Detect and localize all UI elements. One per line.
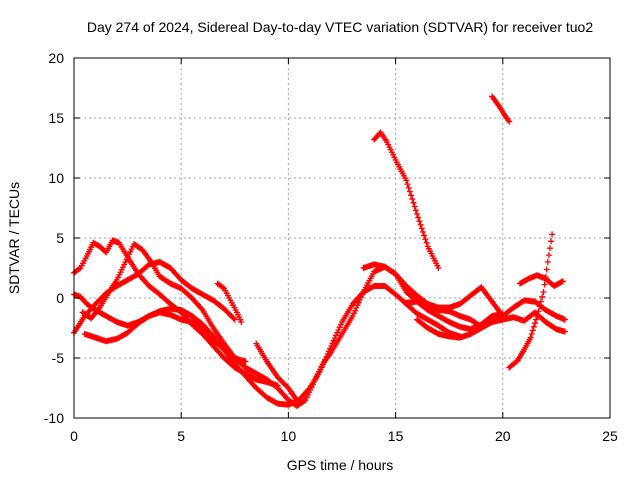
data-point bbox=[219, 284, 226, 291]
y-tick-label: 5 bbox=[56, 230, 64, 246]
data-point bbox=[76, 265, 83, 272]
data-point bbox=[296, 400, 303, 407]
data-point bbox=[411, 203, 418, 210]
data-point bbox=[534, 313, 541, 319]
data-point bbox=[536, 303, 543, 310]
data-point bbox=[412, 207, 419, 214]
data-point bbox=[537, 298, 544, 305]
series-arc-8 bbox=[371, 129, 442, 271]
data-point bbox=[409, 196, 416, 203]
series-arc-5 bbox=[81, 305, 249, 365]
data-point bbox=[354, 302, 361, 309]
data-point bbox=[353, 305, 360, 311]
series-arc-7 bbox=[253, 340, 303, 407]
data-point bbox=[541, 281, 548, 288]
data-point bbox=[421, 232, 428, 239]
data-point bbox=[405, 184, 412, 191]
data-point bbox=[527, 334, 534, 341]
data-point bbox=[337, 321, 344, 328]
data-point bbox=[535, 308, 542, 315]
marks-layer bbox=[71, 93, 568, 409]
data-point bbox=[417, 221, 424, 228]
data-point bbox=[198, 305, 205, 312]
data-point bbox=[422, 236, 429, 243]
data-point bbox=[355, 299, 362, 306]
y-axis-title: SDTVAR / TECUs bbox=[6, 182, 22, 294]
data-point bbox=[350, 310, 357, 317]
data-point bbox=[544, 259, 551, 265]
data-point bbox=[352, 307, 359, 314]
data-point bbox=[546, 245, 553, 252]
data-point bbox=[561, 328, 568, 335]
data-point bbox=[408, 192, 415, 199]
y-tick-label: 20 bbox=[48, 50, 64, 66]
series-arc-12 bbox=[489, 93, 513, 125]
data-point bbox=[356, 297, 363, 303]
data-point bbox=[418, 225, 425, 232]
data-point bbox=[529, 327, 536, 334]
data-point bbox=[403, 177, 410, 184]
data-point bbox=[528, 331, 535, 337]
data-point bbox=[406, 188, 413, 195]
data-point bbox=[336, 324, 343, 331]
data-point bbox=[230, 315, 237, 322]
y-tick-label: 15 bbox=[48, 110, 64, 126]
x-axis-title: GPS time / hours bbox=[287, 457, 394, 473]
data-point bbox=[435, 265, 442, 271]
data-point bbox=[533, 316, 540, 323]
data-point bbox=[549, 231, 556, 238]
data-point bbox=[548, 238, 555, 245]
x-tick-label: 10 bbox=[281, 428, 297, 444]
data-point bbox=[545, 252, 552, 259]
data-point bbox=[335, 327, 342, 333]
data-point bbox=[242, 358, 249, 365]
data-point bbox=[416, 218, 423, 225]
x-tick-label: 25 bbox=[602, 428, 618, 444]
series-arc-11 bbox=[414, 309, 568, 341]
data-point bbox=[238, 319, 245, 325]
data-point bbox=[559, 278, 566, 285]
series-arc-14 bbox=[516, 272, 566, 289]
data-point bbox=[561, 316, 568, 323]
data-point bbox=[506, 118, 513, 125]
y-tick-label: 10 bbox=[48, 170, 64, 186]
y-tick-label: -5 bbox=[52, 350, 65, 366]
data-point bbox=[404, 181, 411, 188]
x-tick-label: 0 bbox=[70, 428, 78, 444]
data-point bbox=[531, 320, 538, 327]
x-tick-label: 5 bbox=[177, 428, 185, 444]
data-point bbox=[330, 337, 337, 344]
data-point bbox=[410, 199, 417, 206]
data-point bbox=[414, 211, 421, 217]
series-arc-6 bbox=[214, 280, 245, 325]
data-point bbox=[540, 289, 547, 295]
data-point bbox=[530, 323, 537, 330]
data-point bbox=[539, 293, 546, 300]
data-point bbox=[333, 332, 340, 339]
data-point bbox=[415, 214, 422, 221]
x-tick-label: 20 bbox=[495, 428, 511, 444]
data-point bbox=[423, 239, 430, 246]
data-point bbox=[334, 329, 341, 336]
y-tick-label: -10 bbox=[44, 410, 64, 426]
data-point bbox=[358, 294, 365, 301]
data-point bbox=[419, 229, 426, 235]
ticks-layer: 0 5 10 15 20 25 -10 -5 0 5 10 15 20 bbox=[44, 50, 618, 444]
data-point bbox=[359, 291, 366, 298]
chart-title: Day 274 of 2024, Sidereal Day-to-day VTE… bbox=[87, 19, 594, 35]
y-tick-label: 0 bbox=[56, 290, 64, 306]
data-point bbox=[543, 266, 550, 273]
data-point bbox=[231, 316, 238, 323]
data-point bbox=[558, 278, 565, 285]
data-point bbox=[349, 313, 356, 319]
x-tick-label: 15 bbox=[388, 428, 404, 444]
data-point bbox=[301, 397, 308, 404]
